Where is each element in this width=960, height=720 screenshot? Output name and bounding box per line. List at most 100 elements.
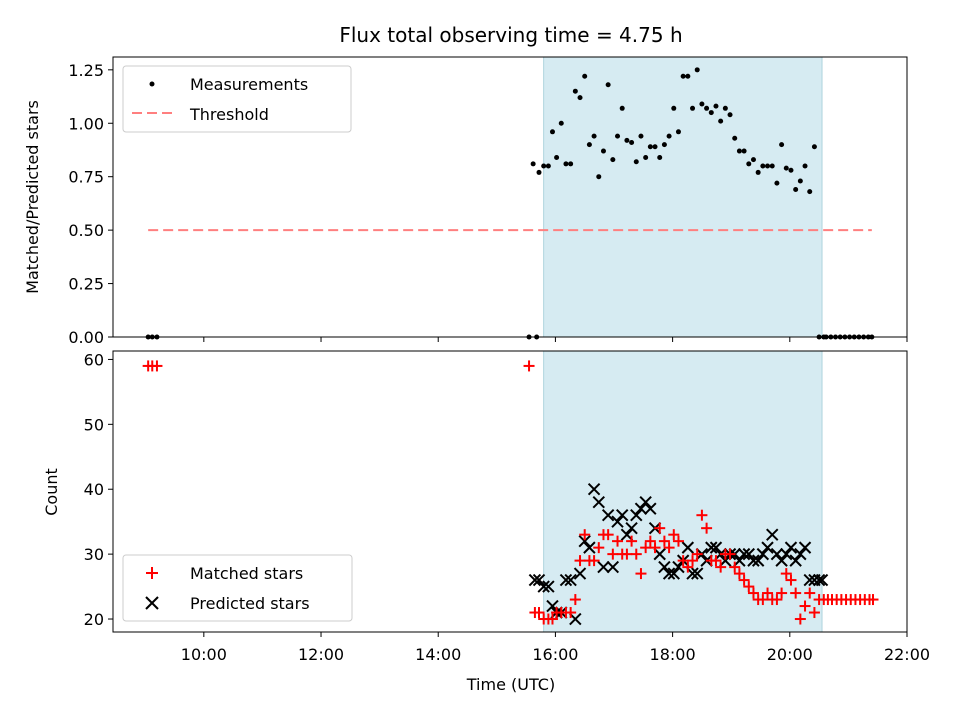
measurement-point (755, 169, 761, 175)
matched-point (612, 535, 624, 547)
top-ytick-tick-label: 1.25 (68, 61, 104, 80)
matched-point (574, 555, 586, 567)
measurement-point (558, 120, 564, 126)
matched-point (776, 587, 788, 599)
matched-point (715, 561, 727, 573)
xtick-label: 18:00 (650, 645, 696, 664)
predicted-point (662, 567, 676, 580)
measurement-point (722, 105, 728, 111)
predicted-point (756, 547, 770, 561)
measurement-point (591, 133, 597, 139)
predicted-point (639, 496, 652, 509)
predicted-point (780, 547, 793, 561)
measurement-point (750, 157, 756, 163)
matched-point (696, 509, 708, 521)
predicted-point (620, 528, 634, 541)
chart-title: Flux total observing time = 4.75 h (339, 23, 682, 47)
measurement-point (807, 189, 813, 195)
measurement-point (638, 133, 644, 139)
measurement-point (554, 154, 560, 160)
predicted-point (658, 560, 671, 574)
measurement-point (568, 161, 574, 167)
top-ytick-tick-label: 0.75 (68, 168, 104, 187)
legend-measurements: Measurements (190, 75, 308, 94)
measurement-point (685, 73, 691, 79)
bottom-panel: 20 30 40 50 60 10:00 12:00 14:00 16:00 18:00 20:0… (42, 350, 930, 694)
measurement-point (680, 73, 686, 79)
predicted-point (709, 541, 723, 554)
matched-point (785, 574, 797, 586)
matched-point (654, 522, 666, 534)
bottom-legend: Matched stars Predicted stars (122, 554, 353, 622)
predicted-point (719, 554, 732, 567)
matched-point (523, 360, 535, 372)
predicted-point (616, 508, 629, 522)
measurement-point (694, 67, 700, 73)
xtick-label: 22:00 (884, 645, 930, 664)
legend-matched: Matched stars (190, 564, 303, 583)
predicted-point (532, 573, 546, 587)
matched-point (546, 613, 558, 625)
xtick-label: 14:00 (415, 645, 461, 664)
measurement-point (619, 105, 625, 111)
predicted-point (686, 567, 699, 580)
predicted-point (761, 541, 774, 554)
predicted-point (634, 502, 648, 515)
bottom-ylabel: Count (42, 468, 61, 516)
predicted-point (559, 573, 573, 587)
predicted-point (775, 554, 788, 567)
predicted-point (784, 541, 798, 554)
matched-point (691, 548, 703, 560)
predicted-point (573, 567, 587, 580)
matched-point (151, 360, 163, 372)
matched-point (804, 587, 816, 599)
measurement-point (661, 142, 667, 148)
matched-point (658, 535, 670, 547)
matched-point (593, 542, 605, 554)
predicted-point (770, 547, 784, 561)
matched-point (682, 561, 694, 573)
measurement-point (541, 163, 547, 169)
matched-point (588, 555, 600, 567)
measurement-point (708, 110, 714, 116)
predicted-point (630, 508, 643, 522)
predicted-point (569, 612, 582, 626)
measurement-point (774, 180, 780, 186)
top-ytick-tick-label: 0.00 (68, 328, 104, 347)
measurement-point (652, 144, 658, 150)
predicted-point (812, 573, 826, 587)
xtick-label: 16:00 (532, 645, 578, 664)
measurement-point (577, 95, 583, 101)
predicted-point (592, 496, 605, 509)
measurement-point (779, 142, 785, 148)
matched-point (687, 555, 699, 567)
measurement-point (643, 154, 649, 160)
matched-point (672, 535, 684, 547)
matched-point (780, 568, 792, 580)
measurement-point (783, 165, 789, 171)
measurement-point (586, 142, 592, 148)
measurement-point (727, 112, 733, 118)
measurement-point (536, 169, 542, 175)
measurement-point (690, 105, 696, 111)
measurement-point (633, 159, 639, 165)
matched-point (533, 607, 545, 619)
xtick-label: 10:00 (181, 645, 227, 664)
predicted-point (737, 547, 751, 561)
measurement-point (610, 157, 616, 163)
measurement-point (704, 105, 710, 111)
measurement-point (596, 174, 602, 180)
measurement-point (736, 148, 742, 154)
top-ylabel: Matched/Predicted stars (23, 100, 42, 294)
top-ytick-tick-label: 0.50 (68, 221, 104, 240)
predicted-point (625, 521, 638, 535)
predicted-point (583, 541, 596, 554)
legend-measure-marker (149, 81, 155, 87)
measurement-point (657, 154, 663, 160)
matched-point (729, 561, 741, 573)
predicted-point (691, 567, 704, 580)
matched-point (677, 555, 689, 567)
matched-point (626, 535, 638, 547)
matched-point (724, 548, 736, 560)
measurement-point (615, 133, 621, 139)
